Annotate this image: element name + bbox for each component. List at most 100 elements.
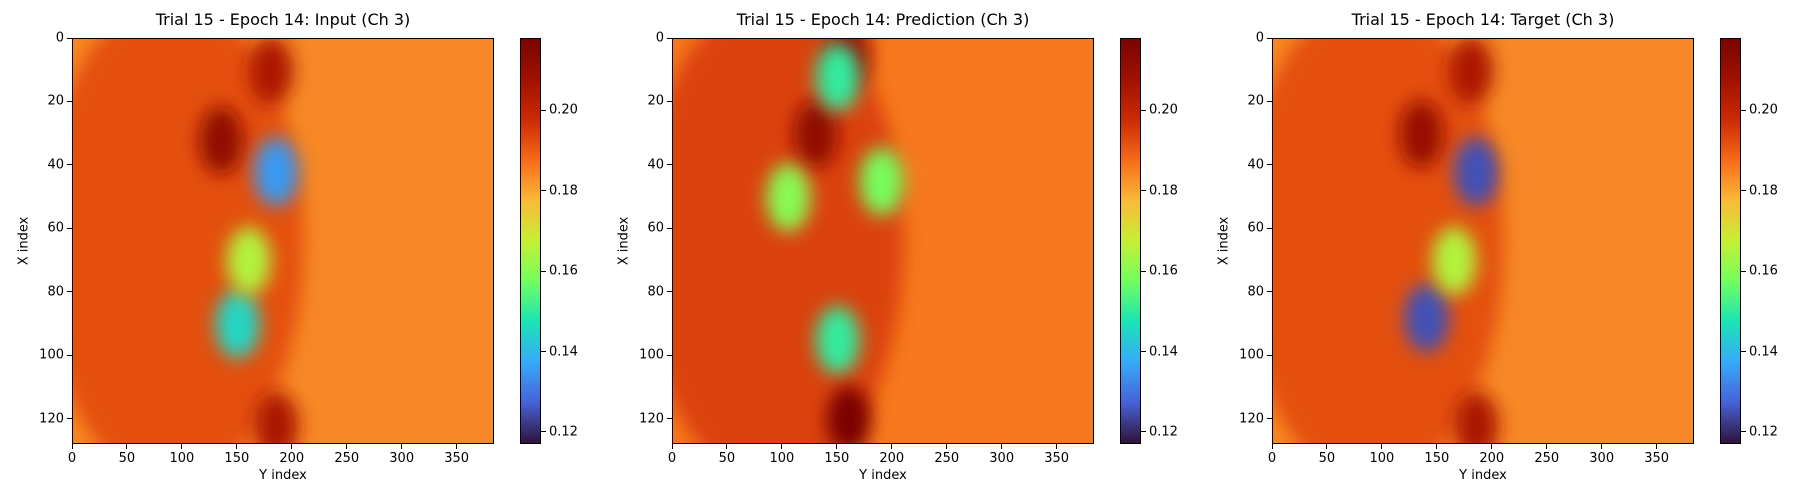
- heatmap-panel-prediction: Trial 15 - Epoch 14: Prediction (Ch 3) Y…: [600, 0, 1200, 500]
- y-tick-mark: [667, 227, 672, 229]
- x-tick-mark: [1271, 444, 1273, 449]
- colorbar-tick-mark: [1141, 351, 1146, 353]
- x-tick-label: 300: [989, 451, 1015, 466]
- x-tick-label: 300: [389, 451, 415, 466]
- x-tick-mark: [1056, 444, 1058, 449]
- colorbar: [1120, 38, 1141, 444]
- x-tick-label: 100: [169, 451, 195, 466]
- x-tick-label: 100: [769, 451, 795, 466]
- colorbar-tick-label: 0.18: [1749, 183, 1778, 199]
- x-tick-mark: [1326, 444, 1328, 449]
- y-tick-mark: [1267, 291, 1272, 293]
- x-tick-label: 200: [279, 451, 305, 466]
- heatmap-feature: [226, 227, 271, 296]
- colorbar-fill: [1121, 39, 1140, 443]
- heatmap-panel-input: Trial 15 - Epoch 14: Input (Ch 3) Y inde…: [0, 0, 600, 500]
- x-tick-label: 350: [1644, 451, 1670, 466]
- colorbar-tick-label: 0.12: [549, 424, 578, 440]
- x-tick-mark: [946, 444, 948, 449]
- colorbar-tick-mark: [1141, 190, 1146, 192]
- colorbar-fill: [1721, 39, 1740, 443]
- x-tick-label: 200: [879, 451, 905, 466]
- heatmap-feature: [766, 163, 811, 232]
- x-tick-mark: [726, 444, 728, 449]
- x-tick-mark: [236, 444, 238, 449]
- y-tick-mark: [667, 164, 672, 166]
- x-tick-mark: [781, 444, 783, 449]
- y-tick-mark: [67, 100, 72, 102]
- x-tick-label: 300: [1589, 451, 1615, 466]
- x-tick-mark: [1001, 444, 1003, 449]
- colorbar-tick-mark: [541, 270, 546, 272]
- x-tick-mark: [181, 444, 183, 449]
- x-tick-label: 150: [224, 451, 250, 466]
- colorbar-tick-mark: [541, 109, 546, 111]
- heatmap-plot-area: [72, 38, 494, 444]
- y-tick-mark: [67, 227, 72, 229]
- y-tick-label: 80: [1247, 284, 1264, 300]
- heatmap-feature: [1404, 284, 1449, 353]
- y-tick-label: 120: [639, 411, 664, 427]
- y-tick-mark: [67, 291, 72, 293]
- y-tick-mark: [1267, 418, 1272, 420]
- colorbar-tick-label: 0.16: [1749, 263, 1778, 279]
- x-tick-mark: [456, 444, 458, 449]
- x-axis-label: Y index: [859, 468, 907, 483]
- y-tick-mark: [667, 354, 672, 356]
- colorbar-tick-mark: [1741, 431, 1746, 433]
- y-tick-label: 40: [1247, 157, 1264, 173]
- y-tick-mark: [1267, 100, 1272, 102]
- x-axis-label: Y index: [1459, 468, 1507, 483]
- x-tick-mark: [291, 444, 293, 449]
- y-tick-label: 60: [47, 220, 64, 236]
- colorbar-tick-label: 0.20: [549, 102, 578, 118]
- y-tick-label: 0: [55, 30, 64, 46]
- colorbar-tick-mark: [541, 431, 546, 433]
- x-tick-label: 0: [667, 451, 677, 466]
- colorbar-tick-label: 0.14: [1749, 344, 1778, 360]
- x-tick-label: 0: [67, 451, 77, 466]
- x-tick-label: 50: [1318, 451, 1336, 466]
- colorbar-fill: [521, 39, 540, 443]
- colorbar-tick-label: 0.16: [549, 263, 578, 279]
- heatmap-field: [673, 39, 1093, 443]
- heatmap-plot-area: [672, 38, 1094, 444]
- heatmap-region: [1273, 39, 1504, 443]
- y-tick-label: 20: [47, 93, 64, 109]
- heatmap-feature: [826, 385, 871, 443]
- colorbar-tick-label: 0.20: [1149, 102, 1178, 118]
- heatmap-feature: [859, 147, 904, 216]
- x-tick-label: 200: [1479, 451, 1505, 466]
- heatmap-plot-area: [1272, 38, 1694, 444]
- y-tick-label: 0: [655, 30, 664, 46]
- y-tick-mark: [667, 418, 672, 420]
- x-tick-mark: [1601, 444, 1603, 449]
- colorbar-tick-mark: [1741, 190, 1746, 192]
- x-tick-label: 100: [1369, 451, 1395, 466]
- y-tick-mark: [67, 164, 72, 166]
- y-axis-label: X index: [1216, 216, 1232, 266]
- x-tick-label: 50: [718, 451, 736, 466]
- y-axis-label: X index: [16, 216, 32, 266]
- y-tick-label: 100: [639, 347, 664, 363]
- heatmap-feature: [254, 138, 299, 207]
- heatmap-panel-target: Trial 15 - Epoch 14: Target (Ch 3) Y ind…: [1200, 0, 1800, 500]
- colorbar-tick-label: 0.12: [1149, 424, 1178, 440]
- colorbar-tick-label: 0.16: [1149, 263, 1178, 279]
- colorbar-tick-label: 0.18: [549, 183, 578, 199]
- x-tick-mark: [1491, 444, 1493, 449]
- y-axis-label: X index: [616, 216, 632, 266]
- heatmap-field: [73, 39, 493, 443]
- heatmap-feature: [815, 306, 860, 375]
- y-tick-mark: [1267, 37, 1272, 39]
- colorbar-tick-mark: [541, 190, 546, 192]
- x-tick-mark: [401, 444, 403, 449]
- x-tick-mark: [1436, 444, 1438, 449]
- heatmap-feature: [815, 43, 860, 112]
- heatmap-feature: [254, 391, 299, 443]
- y-tick-label: 20: [1247, 93, 1264, 109]
- x-tick-mark: [671, 444, 673, 449]
- x-tick-mark: [1381, 444, 1383, 449]
- heatmap-feature: [1448, 39, 1493, 105]
- y-tick-mark: [1267, 164, 1272, 166]
